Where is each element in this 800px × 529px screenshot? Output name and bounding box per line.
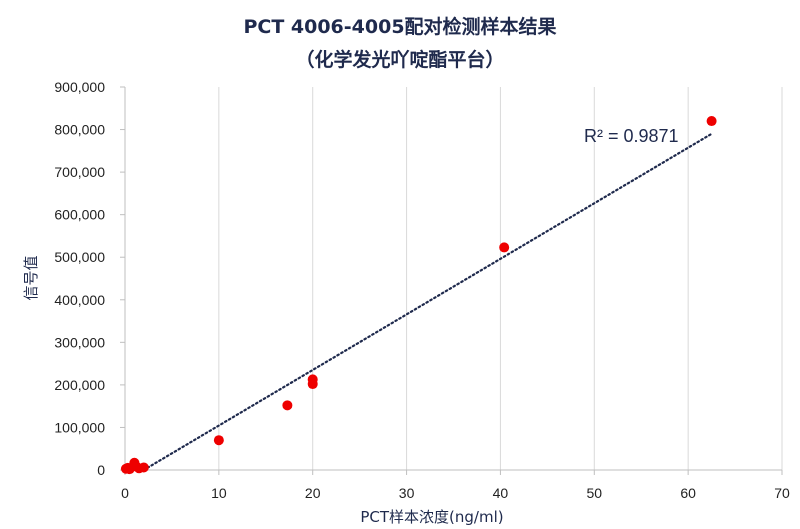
x-tick-label: 20: [305, 485, 321, 501]
x-tick-label: 50: [586, 485, 602, 501]
trendline-group: [142, 132, 713, 472]
y-axis-ticks: 0 100,000 200,000 300,000 400,000 500,000 600,…: [54, 79, 125, 478]
x-axis-label: PCT样本浓度(ng/ml): [360, 508, 503, 526]
y-tick-label: 700,000: [54, 164, 105, 180]
x-tick-label: 40: [493, 485, 509, 501]
y-tick-label: 400,000: [54, 292, 105, 308]
x-axis-ticks: 0 10 20 30 40 50 60 70: [121, 470, 790, 501]
x-tick-label: 10: [211, 485, 227, 501]
x-tick-label: 60: [680, 485, 696, 501]
y-axis-label: 信号值: [22, 255, 40, 300]
y-tick-label: 800,000: [54, 122, 105, 138]
y-tick-label: 900,000: [54, 79, 105, 95]
chart-title: PCT 4006-4005配对检测样本结果: [243, 15, 556, 38]
x-tick-label: 0: [121, 485, 129, 501]
y-tick-label: 500,000: [54, 249, 105, 265]
data-point: [307, 374, 318, 385]
axes: [124, 87, 782, 471]
y-tick-label: 0: [97, 462, 105, 478]
data-point: [282, 400, 293, 411]
x-tick-label: 70: [774, 485, 790, 501]
chart-subtitle: （化学发光吖啶酯平台）: [295, 48, 504, 71]
data-point: [499, 242, 510, 253]
y-tick-label: 100,000: [54, 419, 105, 435]
x-tick-label: 30: [399, 485, 415, 501]
data-point: [213, 435, 224, 446]
data-point: [706, 116, 717, 127]
y-tick-label: 300,000: [54, 334, 105, 350]
trendline: [142, 132, 713, 472]
data-points: [120, 116, 717, 475]
grid: [218, 87, 783, 470]
data-point: [138, 462, 149, 473]
y-tick-label: 200,000: [54, 377, 105, 393]
y-tick-label: 600,000: [54, 207, 105, 223]
r-squared-label: R² = 0.9871: [584, 126, 679, 146]
